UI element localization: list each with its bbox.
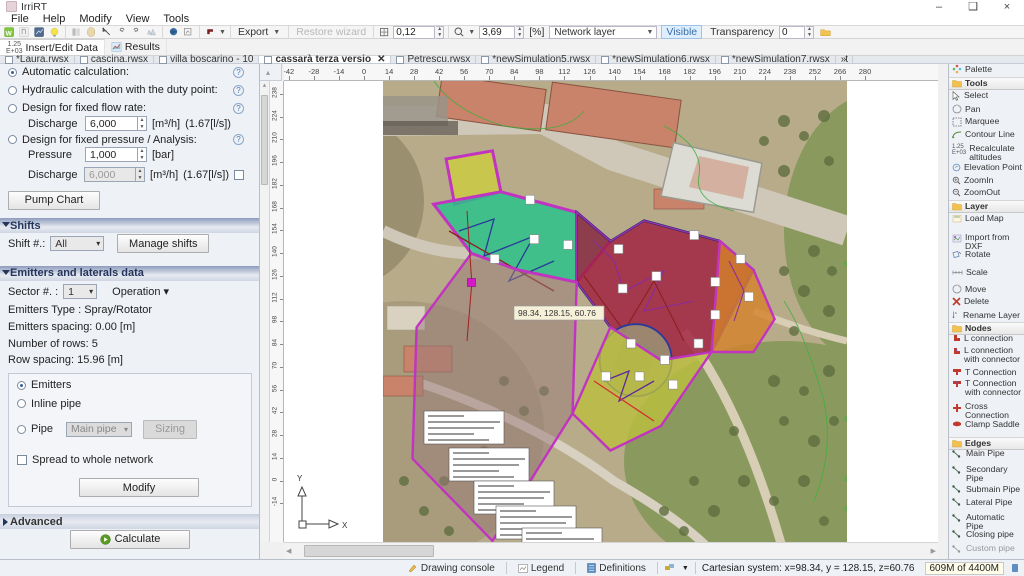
svg-text:W: W: [6, 30, 13, 37]
svg-text:Y: Y: [297, 474, 303, 483]
svg-text:a: a: [955, 311, 957, 315]
svg-text:X: X: [342, 521, 348, 530]
svg-text:98.34, 128.15, 60.76: 98.34, 128.15, 60.76: [518, 308, 596, 318]
